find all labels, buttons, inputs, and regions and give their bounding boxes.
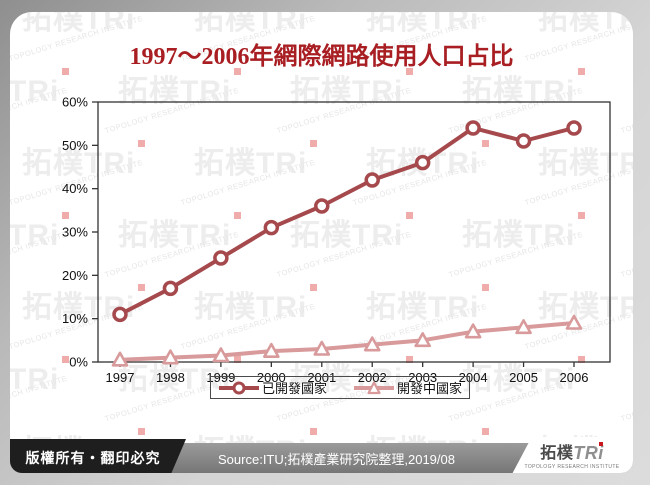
data-point-circle — [314, 198, 330, 214]
data-point-circle — [162, 280, 179, 297]
data-point-circle — [515, 133, 532, 149]
data-point-circle — [263, 219, 280, 236]
logo-tri-text: TRi — [573, 441, 604, 463]
x-axis-label: 1997 — [106, 370, 135, 385]
x-axis-label: 2006 — [560, 370, 589, 385]
y-axis-label: 40% — [62, 181, 88, 196]
legend-marker-icon — [218, 381, 259, 394]
copyright-band: 版權所有‧翻印必究 — [10, 439, 186, 473]
legend-item: 已開發國家 — [218, 378, 327, 397]
data-point-circle — [213, 250, 229, 266]
data-point-triangle — [414, 332, 431, 348]
tri-logo-row: 拓樸 TRi — [540, 441, 604, 463]
chart-title: 1997～2006年網際網路使用人口占比 — [129, 44, 514, 70]
data-point-circle — [414, 154, 431, 171]
watermark-red-dot-icon — [482, 428, 489, 435]
logo-subtitle: TOPOLOGY RESEARCH INSTITUTE — [524, 463, 620, 470]
data-point-circle — [112, 306, 128, 323]
x-axis-label: 1999 — [206, 370, 235, 385]
data-point-triangle — [313, 340, 331, 356]
y-axis-label: 0% — [69, 355, 88, 370]
x-axis-label: 2003 — [408, 370, 437, 385]
data-point-triangle — [111, 351, 129, 367]
y-axis-label: 60% — [62, 95, 88, 110]
legend-marker-icon — [354, 380, 394, 394]
chart-legend: 已開發國家 開發中國家 — [210, 376, 470, 399]
legend-label: 已開發國家 — [261, 381, 327, 396]
data-point-triangle — [212, 347, 230, 363]
series-line — [119, 126, 575, 317]
line-chart: 0% 10% 20% 30% 40% 50% 60% 1997 1998 1999 2000 2001… — [35, 82, 625, 392]
logo-red-dot-icon — [598, 441, 603, 446]
chart-canvas: 0% 10% 20% 30% 40% 50% 60% 1997 1998 1999 2000 2001… — [62, 95, 611, 385]
watermark-red-dot-icon — [138, 428, 145, 435]
series-line — [119, 321, 575, 362]
y-axis-label: 20% — [62, 268, 88, 283]
x-axis-label: 2001 — [307, 370, 336, 385]
y-axis-label: 10% — [62, 311, 88, 326]
data-point-circle — [566, 120, 582, 136]
tri-logo: 拓樸 TRi TOPOLOGY RESEARCH INSTITUTE — [511, 437, 633, 473]
watermark-red-dot-icon — [310, 428, 317, 435]
data-point-circle — [364, 172, 380, 188]
data-point-triangle — [565, 314, 583, 330]
x-axis-label: 2005 — [509, 370, 538, 385]
data-point-triangle — [263, 342, 280, 358]
logo-cn-text: 拓樸 — [540, 444, 574, 462]
copyright-text: 版權所有‧翻印必究 — [25, 449, 161, 466]
source-text: Source:ITU;拓樸產業研究院整理,2019/08 — [218, 451, 455, 467]
data-point-triangle — [464, 323, 482, 339]
report-card: 拓樸TRi TOPOLOGY RESEARCH INSTITUTE 拓樸TRi TOP… — [10, 12, 633, 473]
y-axis-label: 30% — [62, 225, 88, 240]
y-axis-label: 50% — [62, 138, 88, 153]
data-point-triangle — [162, 349, 179, 365]
x-axis-label: 1998 — [156, 370, 185, 385]
data-point-triangle — [363, 336, 381, 352]
legend-label: 開發中國家 — [397, 381, 463, 396]
x-axis-label: 2002 — [358, 370, 387, 385]
legend-item: 開發中國家 — [353, 378, 462, 397]
data-point-circle — [465, 120, 481, 136]
plot-border — [97, 101, 611, 363]
x-axis-label: 2004 — [459, 370, 488, 385]
x-axis-label: 2000 — [257, 370, 286, 385]
data-point-triangle — [515, 319, 532, 335]
